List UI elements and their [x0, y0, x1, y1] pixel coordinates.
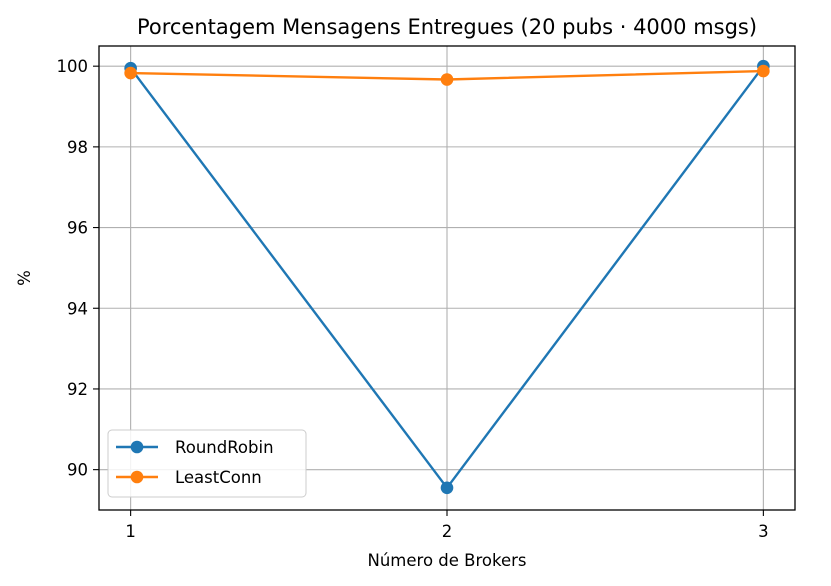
chart-title: Porcentagem Mensagens Entregues (20 pubs… — [137, 15, 757, 39]
data-point-leastconn — [757, 64, 770, 78]
y-tick-label: 92 — [67, 380, 88, 399]
y-tick-label: 98 — [67, 138, 88, 157]
x-axis-label: Número de Brokers — [368, 551, 527, 570]
y-tick-label: 90 — [67, 461, 88, 480]
x-tick-label: 1 — [125, 522, 136, 541]
legend-label: RoundRobin — [175, 438, 274, 457]
y-tick-label: 100 — [57, 57, 89, 76]
y-tick-label: 96 — [67, 219, 88, 238]
legend: RoundRobin LeastConn — [107, 429, 307, 498]
legend-swatch-marker — [130, 470, 144, 484]
legend-label: LeastConn — [175, 468, 262, 487]
y-axis-label: % — [15, 270, 34, 286]
x-axis-ticks: 1 2 3 — [125, 510, 769, 541]
data-point-roundrobin — [440, 481, 454, 495]
legend-swatch-marker — [130, 440, 144, 454]
y-tick-label: 94 — [67, 299, 88, 318]
x-tick-label: 3 — [758, 522, 769, 541]
data-point-leastconn — [440, 73, 454, 86]
y-axis-ticks: 90 92 94 96 98 100 — [57, 57, 99, 480]
series-group — [124, 59, 770, 495]
x-tick-label: 2 — [442, 522, 453, 541]
data-point-leastconn — [124, 66, 137, 80]
